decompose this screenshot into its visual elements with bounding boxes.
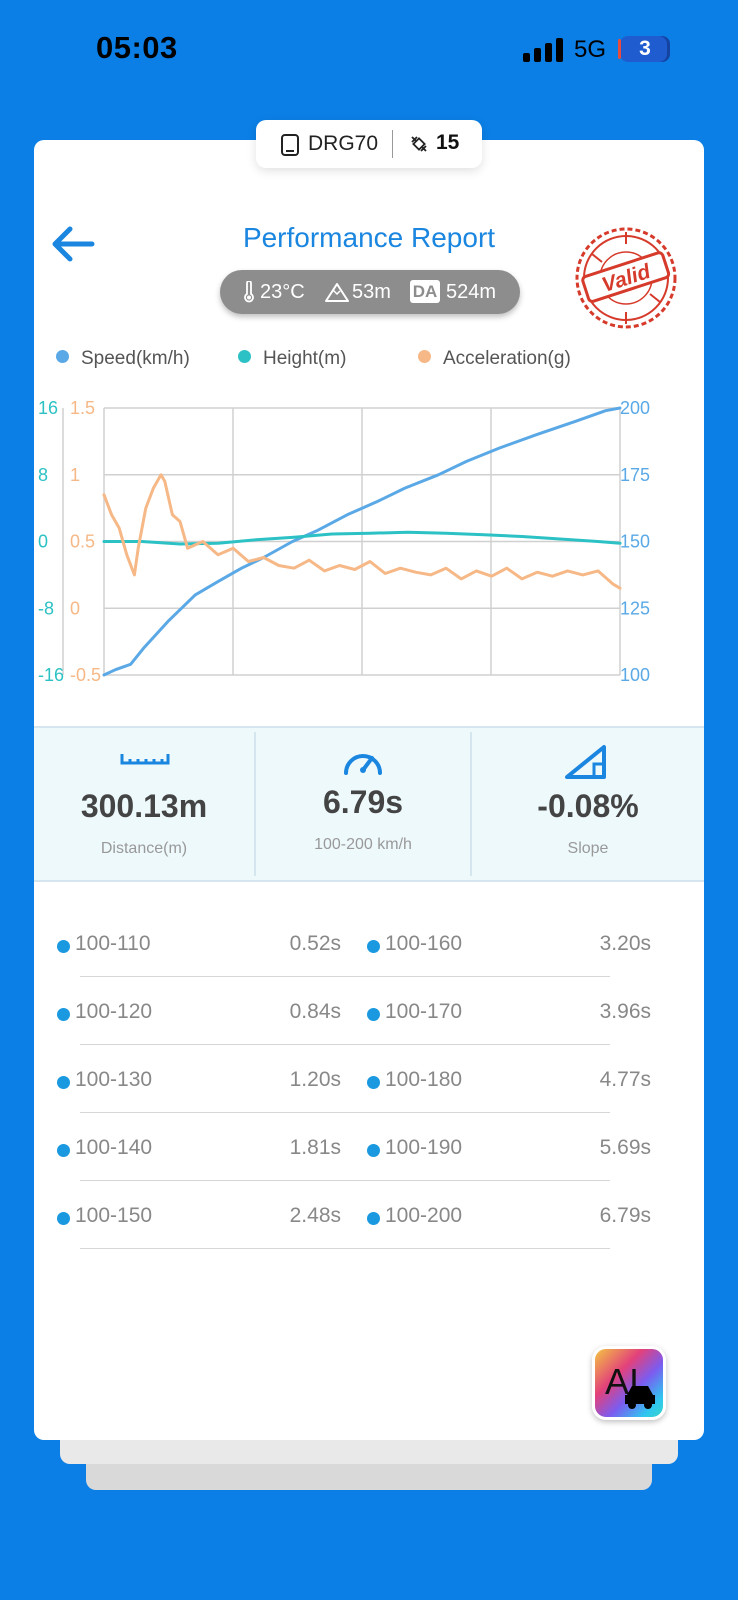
legend-dot: [56, 350, 69, 364]
tick-label: -8: [38, 598, 54, 618]
bullet-icon: [57, 1008, 70, 1021]
split-row: 100-180 4.77s: [367, 1056, 651, 1124]
slope-icon: [565, 745, 606, 779]
bullet-icon: [367, 1144, 380, 1157]
ai-assistant-button[interactable]: AI: [592, 1346, 666, 1420]
series-line-acceleration-g: [102, 473, 622, 590]
signal-icon: [523, 38, 563, 62]
divider: [80, 1248, 610, 1249]
split-row: 100-160 3.20s: [367, 920, 651, 988]
stat-time: 6.79s 100-200 km/h: [256, 728, 470, 880]
divider: [80, 976, 610, 977]
back-arrow-icon[interactable]: [48, 222, 98, 266]
tick-label: 150: [620, 532, 650, 552]
bullet-icon: [367, 1076, 380, 1089]
series-line-speed-km-h: [102, 406, 622, 677]
tick-label: 0.5: [70, 532, 95, 552]
bullet-icon: [57, 1076, 70, 1089]
tick-label: 100: [620, 665, 650, 685]
speedometer-icon: [344, 754, 382, 775]
stat-value: 6.79s: [322, 784, 404, 820]
satellite-count: 15: [436, 131, 460, 154]
network-type: 5G: [574, 36, 607, 63]
legend-item-height[interactable]: Height(m): [238, 348, 346, 370]
split-row: 100-130 1.20s: [57, 1056, 341, 1124]
bullet-icon: [57, 940, 70, 953]
device-name: DRG70: [308, 132, 379, 155]
stat-label: Distance(m): [100, 840, 188, 857]
divider: [392, 130, 393, 158]
tick-label: 16: [38, 398, 58, 418]
split-row: 100-120 0.84s: [57, 988, 341, 1056]
split-row: 100-140 1.81s: [57, 1124, 341, 1192]
stats-panel: 300.13m Distance(m) 6.79s 100-200 km/h -…: [34, 726, 704, 882]
status-bar: 05:03 5G 3: [0, 0, 738, 100]
legend-dot: [418, 350, 431, 364]
stat-value: 300.13m: [80, 788, 208, 824]
satellite-icon: [411, 136, 427, 152]
split-row: 100-200 6.79s: [367, 1192, 651, 1260]
divider: [80, 1112, 610, 1113]
stat-value: -0.08%: [537, 788, 639, 824]
battery-icon: 3: [618, 36, 670, 62]
tick-label: 0: [70, 598, 80, 618]
bullet-icon: [367, 1008, 380, 1021]
bullet-icon: [367, 1212, 380, 1225]
ruler-icon: [120, 754, 170, 765]
bullet-icon: [57, 1212, 70, 1225]
tick-label: 8: [38, 465, 48, 485]
bullet-icon: [367, 940, 380, 953]
page-title: Performance Report: [242, 222, 496, 253]
legend-dot: [238, 350, 251, 364]
legend-item-speed[interactable]: Speed(km/h): [56, 348, 190, 370]
series-line-height-m: [102, 530, 622, 546]
car-icon: [625, 1386, 655, 1409]
stat-distance: 300.13m Distance(m): [34, 728, 254, 880]
split-row: 100-190 5.69s: [367, 1124, 651, 1192]
bullet-icon: [57, 1144, 70, 1157]
split-row: 100-110 0.52s: [57, 920, 341, 988]
tick-label: 1.5: [70, 398, 95, 418]
density-altitude: 524m: [446, 281, 497, 303]
altitude: 53m: [352, 281, 391, 303]
divider: [254, 732, 256, 876]
conditions-pill: 23°C 53m DA 524m: [220, 270, 520, 314]
split-row: 100-150 2.48s: [57, 1192, 341, 1260]
device-pill[interactable]: DRG70 15: [256, 120, 482, 168]
tick-label: 200: [620, 398, 650, 418]
divider: [470, 732, 472, 876]
clock: 05:03: [96, 30, 178, 65]
valid-stamp-icon: Valid: [575, 227, 677, 329]
tick-label: -16: [38, 665, 64, 685]
tick-label: 175: [620, 465, 650, 485]
mountain-icon: [325, 283, 349, 302]
chart-legend: Speed(km/h) Height(m) Acceleration(g): [52, 348, 692, 378]
da-badge: DA: [410, 280, 440, 303]
split-row: 100-170 3.96s: [367, 988, 651, 1056]
performance-chart: 16 8 0 -8 -16 1.5 1 0.5 0 -0.5 200 175 150 125 100: [38, 398, 650, 685]
stat-label: Slope: [567, 840, 609, 857]
divider: [80, 1180, 610, 1181]
stat-label: 100-200 km/h: [314, 836, 412, 853]
temperature: 23°C: [260, 281, 305, 303]
device-icon: [281, 134, 299, 156]
tick-label: -0.5: [70, 665, 101, 685]
tick-label: 1: [70, 465, 80, 485]
legend-item-acceleration[interactable]: Acceleration(g): [418, 348, 571, 370]
tick-label: 0: [38, 532, 48, 552]
stat-slope: -0.08% Slope: [472, 728, 704, 880]
tick-label: 125: [620, 598, 650, 618]
thermometer-icon: [244, 281, 254, 303]
divider: [80, 1044, 610, 1045]
